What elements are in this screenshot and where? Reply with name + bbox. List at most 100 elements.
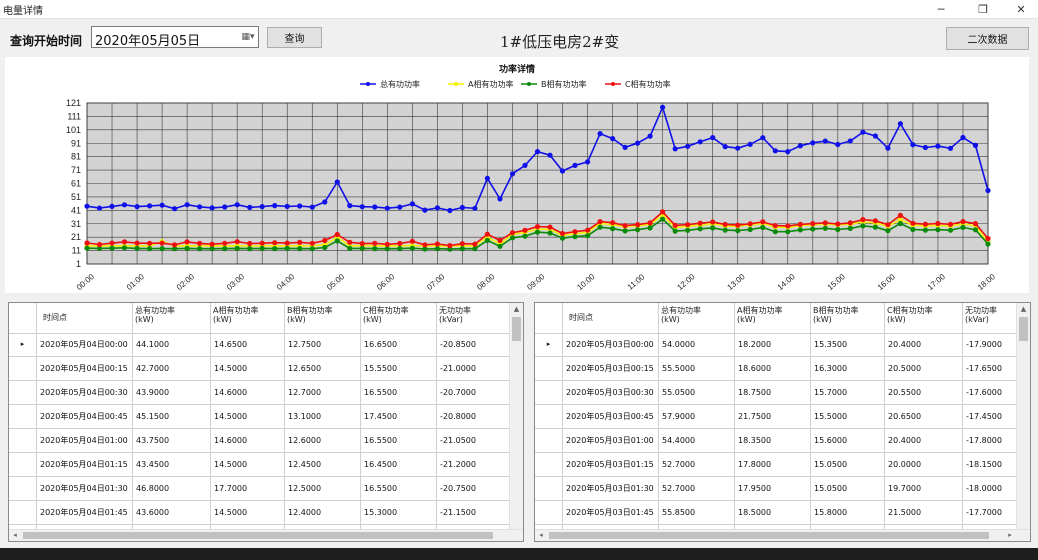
calendar-dropdown-icon[interactable]: ▦▾: [241, 32, 255, 42]
table-cell[interactable]: 14.6000: [211, 429, 285, 452]
table-cell[interactable]: 15.5000: [811, 405, 885, 428]
table-cell[interactable]: 15.5500: [361, 357, 437, 380]
table-cell[interactable]: 17.4500: [361, 405, 437, 428]
row-selector[interactable]: [535, 477, 563, 500]
table-cell[interactable]: 15.0500: [811, 477, 885, 500]
table-cell[interactable]: 12.4500: [285, 453, 361, 476]
table-cell[interactable]: -20.7500: [437, 477, 511, 500]
table-cell[interactable]: 18.5000: [735, 501, 811, 524]
table-cell[interactable]: 18.6000: [735, 357, 811, 380]
scroll-right-icon[interactable]: ▸: [1008, 531, 1012, 539]
table-row[interactable]: 2020年05月04日01:15 43.4500 14.5000 12.4500 16.…: [9, 453, 523, 477]
date-value[interactable]: 2020年05月05日: [95, 34, 201, 49]
table-row[interactable]: 2020年05月04日00:30 43.9000 14.6000 12.7000 16.…: [9, 381, 523, 405]
column-header[interactable]: C相有功功率 (kW): [361, 303, 437, 333]
table-cell[interactable]: 55.5000: [659, 357, 735, 380]
table-cell[interactable]: -18.1500: [963, 453, 1019, 476]
table-row[interactable]: 2020年05月03日00:15 55.5000 18.6000 16.3000 20.…: [535, 357, 1030, 381]
data-table-left[interactable]: 时间点 总有功功率 (kW) A相有功功率 (kW) B相有功功率 (kW) C相有功功…: [8, 302, 524, 542]
table-cell[interactable]: 57.9000: [659, 405, 735, 428]
column-header[interactable]: 总有功功率 (kW): [133, 303, 211, 333]
row-selector[interactable]: [9, 477, 37, 500]
table-cell[interactable]: 43.7500: [133, 429, 211, 452]
table-cell[interactable]: 45.1500: [133, 405, 211, 428]
vertical-scrollbar[interactable]: ▲: [509, 303, 523, 541]
table-cell[interactable]: 2020年05月03日01:00: [563, 429, 659, 452]
table-cell[interactable]: 2020年05月03日00:45: [563, 405, 659, 428]
table-cell[interactable]: 15.7000: [811, 381, 885, 404]
table-cell[interactable]: 16.6500: [361, 333, 437, 356]
table-cell[interactable]: 2020年05月04日00:30: [37, 381, 133, 404]
table-cell[interactable]: 12.7500: [285, 333, 361, 356]
table-row[interactable]: 2020年05月04日01:45 43.6000 14.5000 12.4000 15.…: [9, 501, 523, 525]
table-row[interactable]: 2020年05月04日01:30 46.8000 17.7000 12.5000 16.…: [9, 477, 523, 501]
table-cell[interactable]: 20.4000: [885, 429, 963, 452]
table-cell[interactable]: 12.4000: [285, 501, 361, 524]
table-row[interactable]: ▸ 2020年05月04日00:00 44.1000 14.6500 12.7500 16…: [9, 333, 523, 357]
table-cell[interactable]: 2020年05月03日00:00: [563, 333, 659, 356]
scroll-up-icon[interactable]: ▲: [1020, 305, 1027, 313]
scroll-thumb[interactable]: [1019, 317, 1028, 341]
column-header[interactable]: 无功功率 (kVar): [437, 303, 511, 333]
table-cell[interactable]: -17.9000: [963, 333, 1019, 356]
table-cell[interactable]: 12.5000: [285, 477, 361, 500]
secondary-data-button[interactable]: 二次数据: [946, 27, 1029, 50]
table-row[interactable]: 2020年05月03日01:00 54.4000 18.3500 15.6000 20.…: [535, 429, 1030, 453]
column-header[interactable]: A相有功功率 (kW): [211, 303, 285, 333]
scroll-thumb-h[interactable]: [23, 532, 493, 539]
row-selector[interactable]: [535, 501, 563, 524]
table-cell[interactable]: 54.0000: [659, 333, 735, 356]
row-selector[interactable]: [9, 405, 37, 428]
scroll-up-icon[interactable]: ▲: [513, 305, 520, 313]
table-cell[interactable]: 21.5000: [885, 501, 963, 524]
row-selector[interactable]: [535, 357, 563, 380]
table-cell[interactable]: 15.3000: [361, 501, 437, 524]
table-cell[interactable]: 12.6000: [285, 429, 361, 452]
table-cell[interactable]: -17.6500: [963, 357, 1019, 380]
table-cell[interactable]: 54.4000: [659, 429, 735, 452]
table-cell[interactable]: 2020年05月04日00:00: [37, 333, 133, 356]
table-cell[interactable]: 18.2000: [735, 333, 811, 356]
table-cell[interactable]: -17.7000: [963, 501, 1019, 524]
table-cell[interactable]: -18.0000: [963, 477, 1019, 500]
minimize-icon[interactable]: ─: [937, 2, 945, 16]
table-cell[interactable]: 55.0500: [659, 381, 735, 404]
table-cell[interactable]: 2020年05月03日00:30: [563, 381, 659, 404]
table-cell[interactable]: 43.6000: [133, 501, 211, 524]
table-cell[interactable]: -21.2000: [437, 453, 511, 476]
table-cell[interactable]: 15.8000: [811, 501, 885, 524]
table-cell[interactable]: 42.7000: [133, 357, 211, 380]
table-cell[interactable]: 13.1000: [285, 405, 361, 428]
table-row[interactable]: 2020年05月04日00:15 42.7000 14.5000 12.6500 15.…: [9, 357, 523, 381]
table-cell[interactable]: 14.5000: [211, 357, 285, 380]
column-header[interactable]: B相有功功率 (kW): [285, 303, 361, 333]
table-cell[interactable]: -20.7000: [437, 381, 511, 404]
table-cell[interactable]: 15.0500: [811, 453, 885, 476]
table-cell[interactable]: 20.6500: [885, 405, 963, 428]
table-cell[interactable]: -20.8500: [437, 333, 511, 356]
scroll-left-icon[interactable]: ◂: [13, 531, 17, 539]
column-header[interactable]: C相有功功率 (kW): [885, 303, 963, 333]
table-cell[interactable]: 14.5000: [211, 405, 285, 428]
table-cell[interactable]: 18.7500: [735, 381, 811, 404]
row-selector[interactable]: [9, 453, 37, 476]
row-selector[interactable]: [535, 453, 563, 476]
row-selector[interactable]: [535, 381, 563, 404]
table-row[interactable]: 2020年05月03日00:30 55.0500 18.7500 15.7000 20.…: [535, 381, 1030, 405]
table-cell[interactable]: 52.7000: [659, 477, 735, 500]
table-row[interactable]: 2020年05月04日01:00 43.7500 14.6000 12.6000 16.…: [9, 429, 523, 453]
table-cell[interactable]: 17.8000: [735, 453, 811, 476]
table-cell[interactable]: 18.3500: [735, 429, 811, 452]
row-selector[interactable]: ▸: [535, 333, 563, 356]
horizontal-scrollbar[interactable]: ◂: [9, 529, 523, 541]
table-cell[interactable]: -21.0000: [437, 357, 511, 380]
table-cell[interactable]: 2020年05月04日01:45: [37, 501, 133, 524]
table-cell[interactable]: 15.6000: [811, 429, 885, 452]
table-cell[interactable]: 2020年05月04日00:15: [37, 357, 133, 380]
table-cell[interactable]: 20.0000: [885, 453, 963, 476]
table-cell[interactable]: 2020年05月04日00:45: [37, 405, 133, 428]
table-cell[interactable]: 16.4500: [361, 453, 437, 476]
query-button[interactable]: 查询: [267, 27, 322, 48]
row-selector[interactable]: [9, 381, 37, 404]
row-selector[interactable]: [535, 405, 563, 428]
